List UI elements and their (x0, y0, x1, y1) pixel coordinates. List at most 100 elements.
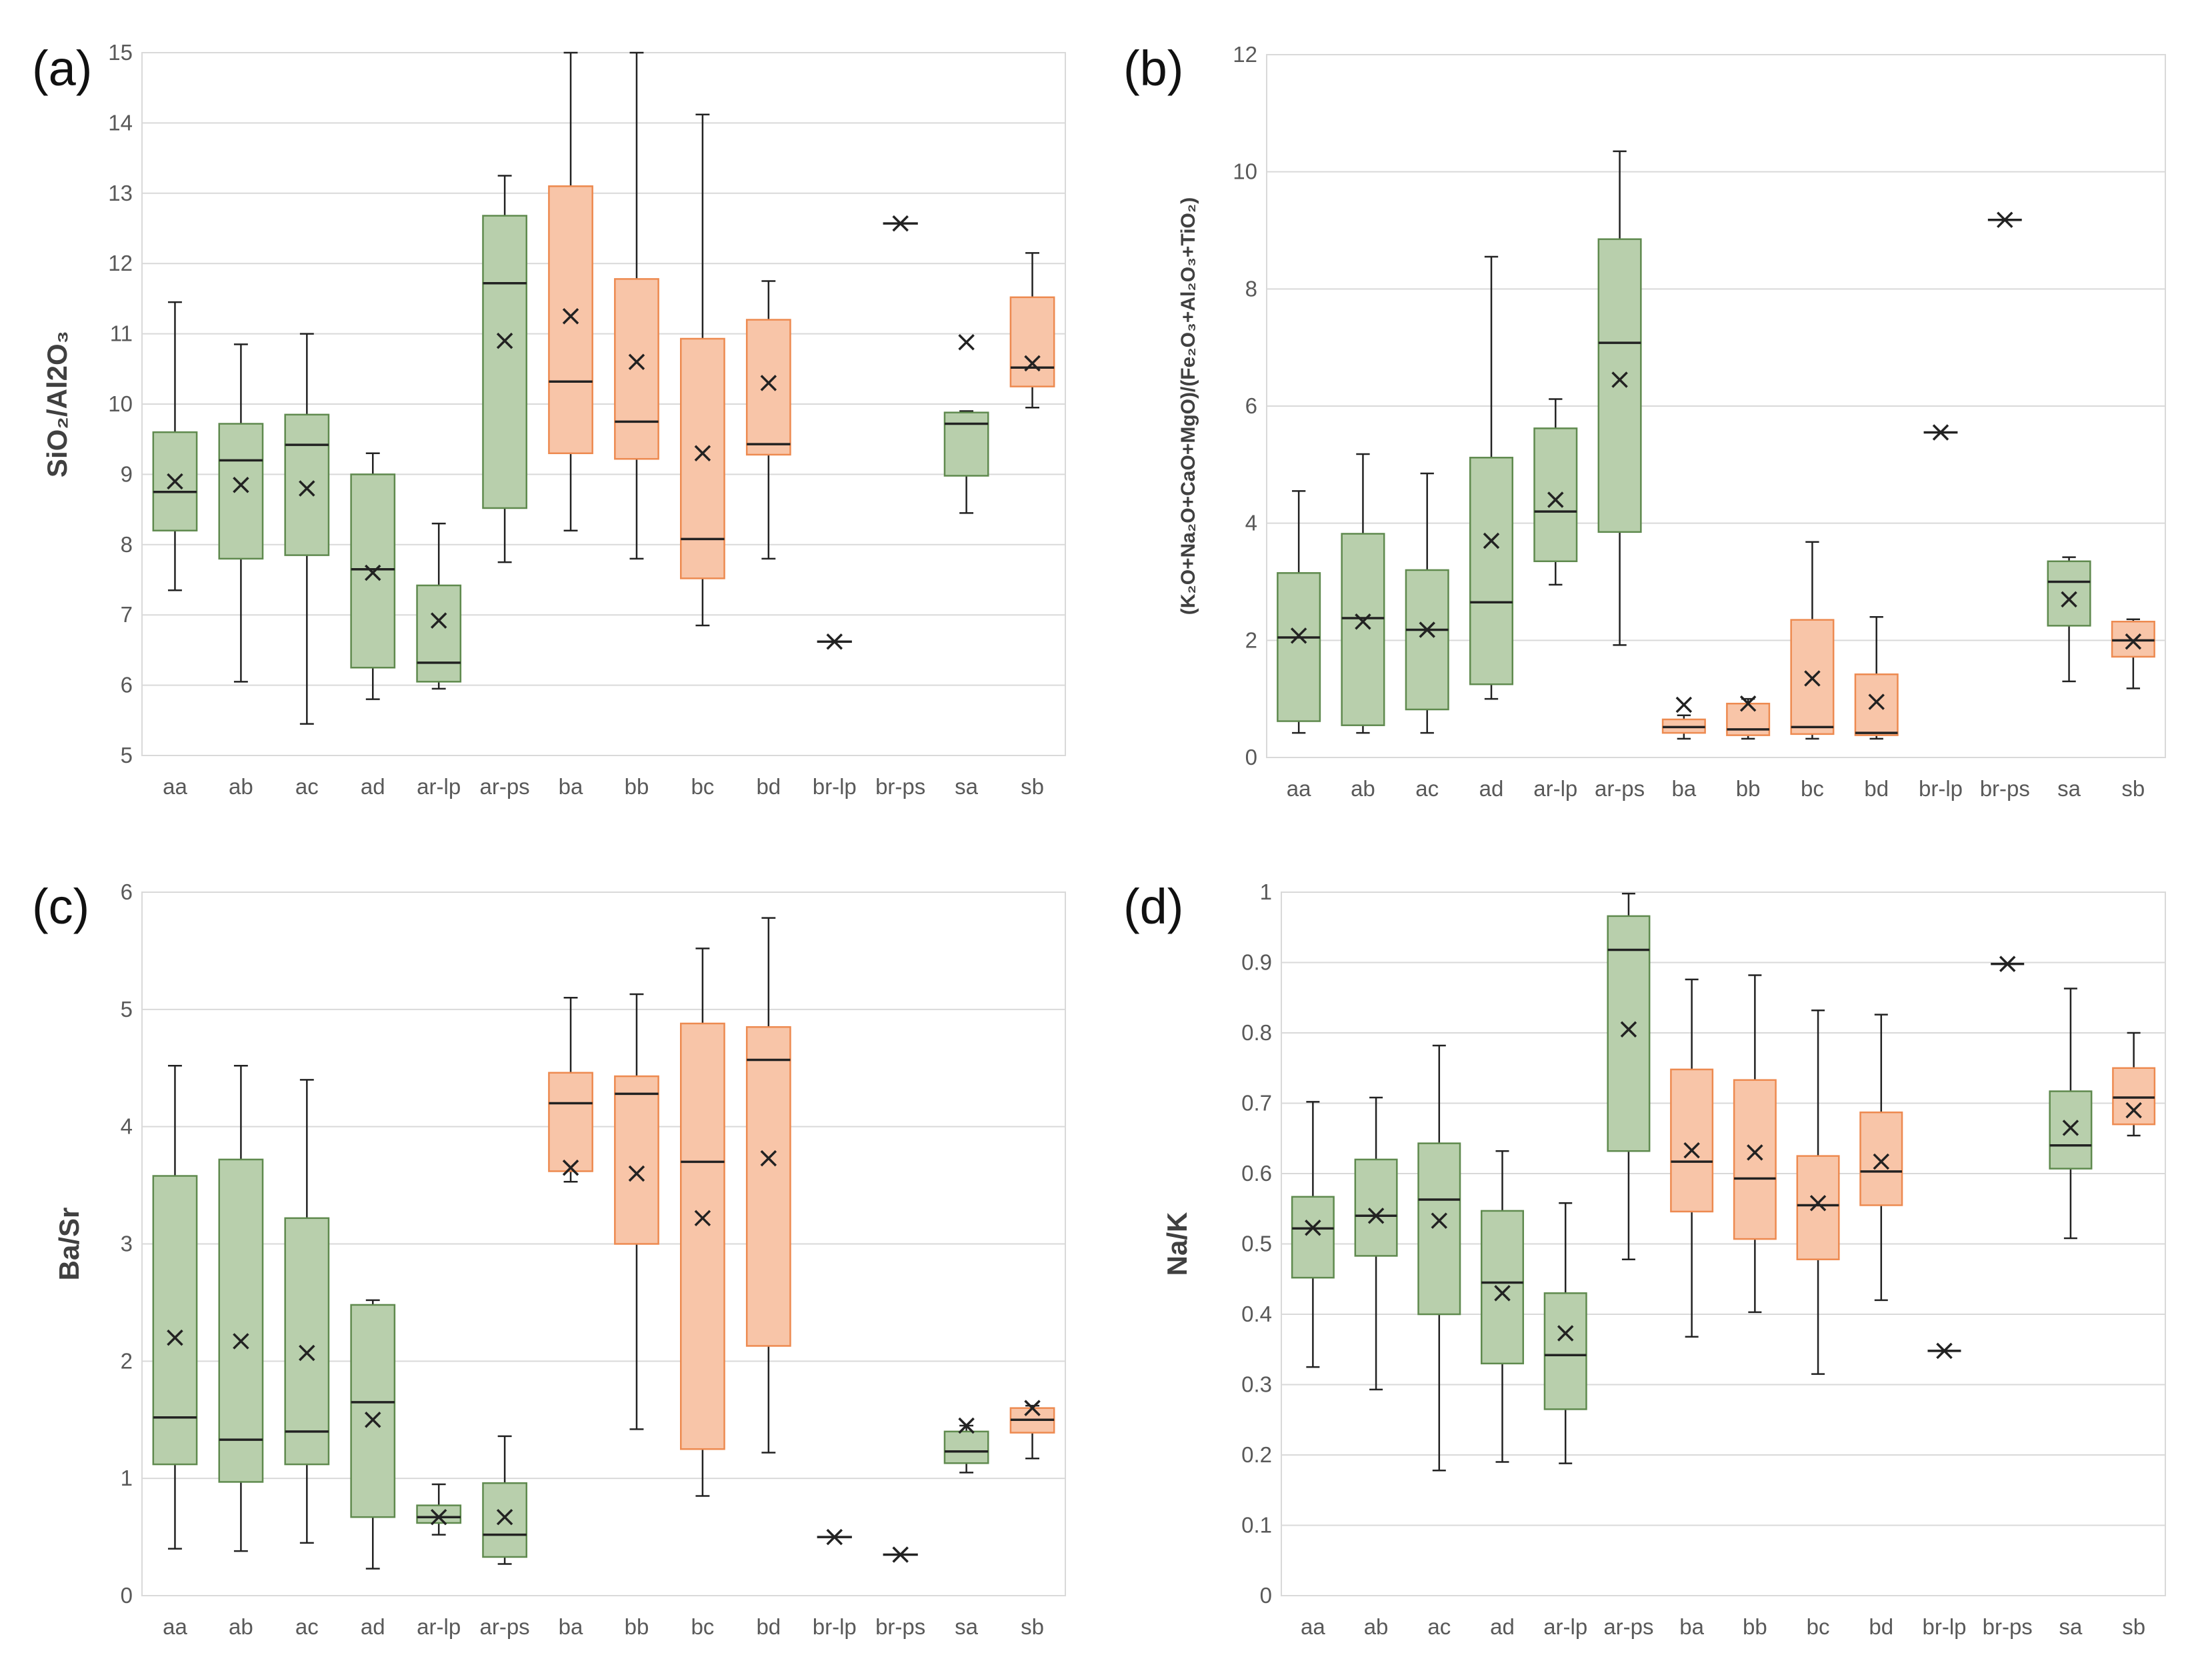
mean-marker (2125, 633, 2142, 650)
iqr-box (1543, 1292, 1587, 1410)
iqr-box (1480, 1210, 1525, 1365)
box-ac (1405, 472, 1449, 734)
mean-marker (1620, 1021, 1637, 1038)
mean-marker (892, 1546, 909, 1563)
mean-marker (299, 480, 315, 497)
mean-marker (562, 1159, 579, 1176)
mean-marker (760, 375, 777, 391)
mean-marker (233, 476, 249, 493)
x-tick-label: sb (2122, 1614, 2145, 1639)
mean-marker (430, 612, 447, 629)
mean-marker (958, 1417, 975, 1434)
x-tick-label: br-ps (1980, 776, 2030, 801)
iqr-box (482, 1482, 528, 1558)
mean-marker (1997, 211, 2013, 228)
mean-marker (958, 334, 975, 351)
x-tick-label: ba (1679, 1614, 1704, 1639)
mean-marker (1494, 1285, 1511, 1302)
box-bd (1859, 1014, 1903, 1302)
iqr-box (1533, 427, 1578, 563)
x-tick-label: ba (1671, 776, 1696, 801)
y-tick-label: 6 (121, 880, 133, 904)
iqr-box (1009, 296, 1055, 387)
x-tick-label: bc (691, 774, 714, 799)
y-tick-label: 8 (1245, 276, 1257, 301)
y-tick-label: 0.1 (1241, 1513, 1272, 1538)
y-tick-label: 3 (121, 1232, 133, 1256)
x-tick-label: bc (1801, 776, 1824, 801)
x-tick-label: ac (295, 1614, 319, 1639)
iqr-box (2047, 560, 2091, 627)
y-tick-label: 2 (1245, 627, 1257, 652)
box-ba (548, 51, 593, 531)
mean-marker (2062, 1120, 2079, 1136)
y-tick-label: 0 (1260, 1583, 1272, 1608)
box-ac (284, 333, 330, 725)
mean-marker (299, 1344, 315, 1362)
box-ar-lp (1533, 398, 1578, 586)
mean-marker (1483, 532, 1500, 549)
x-tick-label: bc (1807, 1614, 1830, 1639)
x-tick-label: ar-lp (1533, 776, 1577, 801)
box-ar-ps (1597, 150, 1642, 646)
x-tick-label: ar-ps (1595, 776, 1645, 801)
panel-label: (c) (32, 879, 89, 934)
box-br-lp (817, 1528, 852, 1546)
iqr-box (152, 1175, 198, 1466)
y-tick-label: 0.4 (1241, 1302, 1272, 1326)
iqr-box (1291, 1196, 1335, 1279)
mean-marker (496, 1508, 513, 1526)
box-aa (152, 301, 198, 591)
mean-marker (1804, 670, 1821, 687)
mean-marker (365, 1412, 381, 1428)
box-ar-lp (1543, 1202, 1587, 1464)
mean-marker (2061, 591, 2077, 608)
iqr-box (1854, 673, 1899, 736)
iqr-box (548, 185, 593, 455)
x-tick-label: ar-lp (417, 1614, 461, 1639)
y-tick-label: 12 (1233, 42, 1257, 67)
mean-marker (1868, 693, 1885, 710)
x-tick-label: ar-ps (1603, 1614, 1653, 1639)
mean-marker (694, 1210, 711, 1227)
x-tick-label: sa (2059, 1614, 2083, 1639)
y-tick-label: 0 (1245, 745, 1257, 769)
box-ad (1469, 255, 1514, 700)
x-tick-label: aa (1287, 776, 1311, 801)
box-aa (1277, 490, 1321, 734)
mean-marker (1932, 424, 1949, 441)
iqr-box (679, 337, 725, 579)
box-bc (679, 948, 725, 1497)
plot-frame (141, 52, 1066, 756)
mean-marker (1675, 696, 1693, 713)
y-tick-label: 0.7 (1241, 1091, 1272, 1116)
box-ac (1417, 1044, 1461, 1472)
iqr-box (1670, 1068, 1714, 1213)
iqr-box (1733, 1079, 1777, 1240)
x-tick-label: ac (1415, 776, 1439, 801)
x-tick-label: sb (1021, 774, 1044, 799)
panel-label: (a) (32, 41, 92, 96)
x-tick-label: ar-lp (1543, 1614, 1587, 1639)
y-tick-label: 11 (110, 321, 133, 346)
x-tick-label: ab (229, 774, 253, 799)
x-tick-label: bb (625, 774, 649, 799)
iqr-box (416, 584, 462, 683)
x-tick-label: bd (1869, 1614, 1893, 1639)
box-br-lp (1927, 1342, 1961, 1360)
x-tick-label: aa (163, 774, 187, 799)
x-tick-label: ab (229, 1614, 253, 1639)
x-tick-label: br-lp (1919, 776, 1963, 801)
x-tick-label: sa (955, 1614, 979, 1639)
y-tick-label: 1 (1260, 880, 1272, 904)
box-sa (943, 334, 989, 514)
chart-panel-a: 5 6 7 8 9 10 11 12 13 14 15 (a) SiO₂/Al2O₃ aa ab ac ad ar… (32, 40, 1066, 799)
x-tick-label: br-ps (875, 774, 925, 799)
x-tick-label: br-ps (875, 1614, 925, 1639)
box-ab (218, 1064, 264, 1552)
mean-marker (1873, 1153, 1890, 1170)
mean-marker (167, 1329, 183, 1346)
y-tick-label: 12 (108, 251, 133, 275)
iqr-box (943, 411, 989, 477)
